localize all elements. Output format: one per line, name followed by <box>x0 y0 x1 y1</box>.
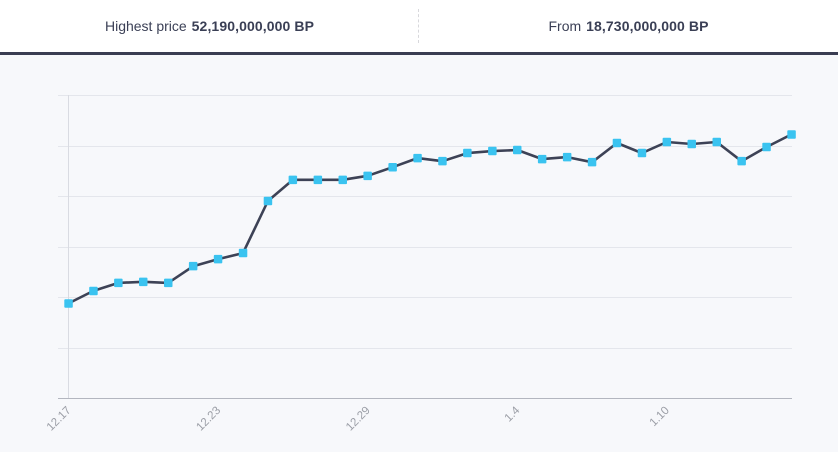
highest-price-label: Highest price <box>104 18 187 34</box>
highest-price-value: 52,190,000,000 BP <box>191 18 315 34</box>
data-point-marker <box>238 248 248 258</box>
data-point-marker <box>213 254 223 264</box>
data-point-marker <box>413 153 422 163</box>
data-point-marker <box>114 278 123 288</box>
data-point-marker <box>363 171 372 181</box>
data-point-marker <box>64 299 73 308</box>
x-axis-tick-label: 1.10 <box>648 405 672 429</box>
x-axis-tick-label: 12.23 <box>194 405 223 434</box>
data-point-marker <box>188 261 198 271</box>
data-point-marker <box>288 175 298 185</box>
data-point-marker <box>637 148 647 158</box>
data-point-marker <box>513 145 522 155</box>
data-point-marker <box>662 137 672 147</box>
from-price-value: 18,730,000,000 BP <box>586 18 709 34</box>
header-separator-bar <box>0 52 838 55</box>
price-line <box>67 133 793 305</box>
data-point-marker <box>488 146 497 156</box>
x-axis-tick-label: 12.29 <box>344 405 373 434</box>
data-point-marker <box>787 130 796 139</box>
data-point-marker <box>562 152 572 162</box>
data-point-marker <box>463 148 472 158</box>
y-gridlines <box>58 95 792 349</box>
x-axis-tick-label: 1.4 <box>503 404 523 424</box>
price-line-chart: 12.17 12.23 12.29 1.4 1.10 <box>45 95 796 433</box>
data-point-marker <box>687 139 696 149</box>
data-point-marker <box>587 157 597 167</box>
data-point-marker <box>712 137 721 147</box>
header-divider <box>418 9 419 43</box>
highest-price-stat: Highest price 52,190,000,000 BP <box>0 0 419 52</box>
chart-area: 12.17 12.23 12.29 1.4 1.10 <box>0 55 838 452</box>
data-point-marker <box>438 156 447 166</box>
data-point-marker <box>537 154 547 164</box>
data-point-marker <box>338 175 347 185</box>
data-point-marker <box>612 138 622 148</box>
data-point-markers <box>64 130 796 308</box>
data-point-marker <box>737 156 746 166</box>
data-point-marker <box>762 142 771 152</box>
data-point-marker <box>89 286 98 296</box>
data-point-marker <box>164 278 173 288</box>
from-price-stat: From 18,730,000,000 BP <box>419 0 838 52</box>
from-price-label: From <box>548 18 582 34</box>
header: Highest price 52,190,000,000 BP From 18,… <box>0 0 838 52</box>
x-axis-tick-label: 12.17 <box>45 405 74 434</box>
data-point-marker <box>313 175 323 185</box>
data-point-marker <box>388 163 397 172</box>
data-point-marker <box>263 196 273 206</box>
data-point-marker <box>139 277 148 287</box>
x-axis-labels: 12.17 12.23 12.29 1.4 1.10 <box>45 404 672 433</box>
